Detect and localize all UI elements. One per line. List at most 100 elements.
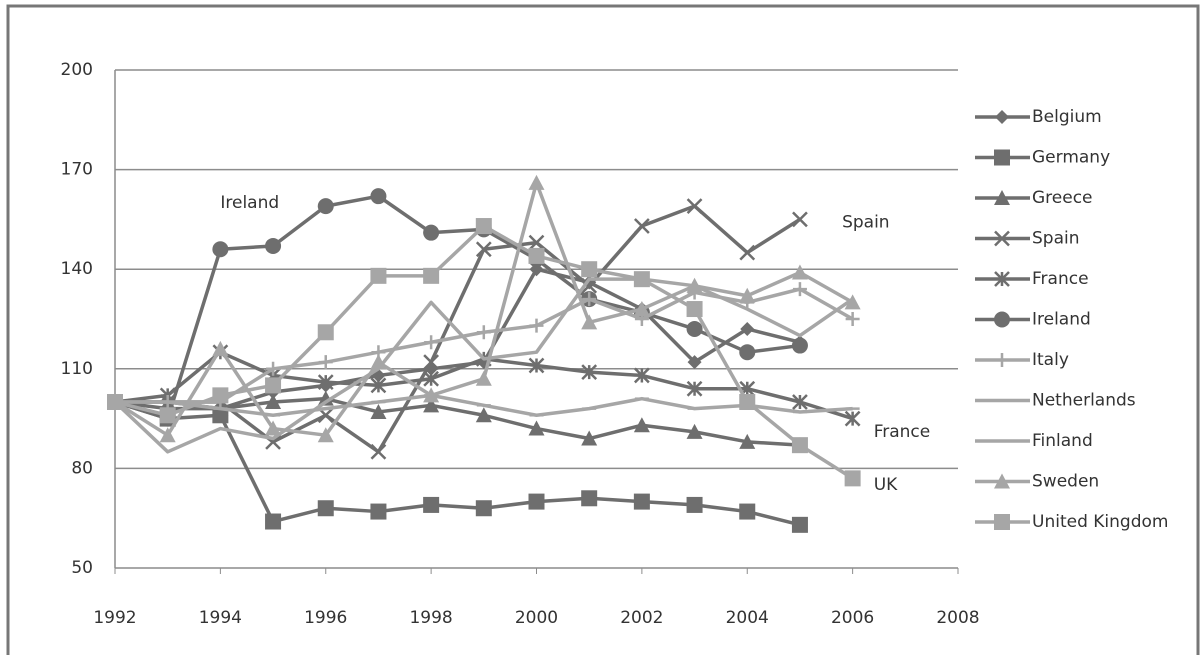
marker (686, 496, 703, 513)
marker (791, 437, 808, 454)
marker (423, 387, 440, 403)
marker (265, 394, 282, 409)
marker (994, 514, 1010, 530)
marker (370, 443, 387, 460)
marker (739, 344, 756, 361)
marker (582, 292, 597, 307)
legend-label: Spain (1032, 229, 1080, 249)
marker (994, 271, 1010, 287)
marker (370, 267, 387, 284)
marker (212, 387, 229, 404)
legend-label: Finland (1032, 431, 1093, 451)
marker (739, 394, 756, 410)
marker (107, 394, 123, 410)
legend-label: Greece (1032, 188, 1093, 208)
marker (844, 410, 861, 427)
marker (581, 314, 598, 330)
x-tick-label: 2002 (620, 608, 663, 628)
marker (317, 390, 334, 406)
y-tick-label: 110 (61, 359, 93, 379)
marker (995, 353, 1009, 367)
marker (528, 234, 545, 251)
y-tick-label: 80 (71, 458, 93, 478)
legend-label: France (1032, 269, 1089, 289)
marker (844, 294, 861, 310)
marker (845, 312, 860, 326)
x-tick-label: 1996 (304, 608, 347, 628)
legend-label: Ireland (1032, 310, 1091, 330)
y-tick-label: 200 (61, 60, 93, 80)
marker (687, 355, 702, 370)
marker (686, 320, 703, 337)
marker (686, 380, 703, 397)
marker (317, 427, 334, 443)
marker (792, 282, 807, 297)
marker (792, 211, 808, 228)
marker (529, 318, 544, 333)
marker (995, 110, 1009, 124)
marker (633, 367, 650, 384)
marker (581, 364, 598, 381)
x-tick-label: 2000 (515, 608, 558, 628)
marker (528, 420, 545, 436)
marker (370, 377, 387, 394)
marker (475, 407, 492, 423)
annotation: Spain (842, 213, 890, 233)
marker (159, 427, 176, 443)
marker (370, 354, 387, 370)
marker (581, 277, 598, 294)
marker (317, 374, 334, 390)
marker (476, 325, 491, 340)
marker (686, 301, 703, 318)
marker (739, 287, 756, 303)
marker (633, 493, 650, 510)
marker (423, 224, 440, 241)
x-tick-label: 1994 (199, 608, 242, 628)
series-line (114, 194, 801, 421)
legend-label: Italy (1032, 350, 1069, 370)
marker (423, 370, 440, 387)
marker (265, 513, 282, 530)
marker (265, 377, 282, 394)
marker (994, 311, 1010, 328)
x-tick-label: 1998 (409, 608, 452, 628)
marker (740, 321, 755, 336)
marker (791, 516, 808, 533)
x-tick-label: 2004 (726, 608, 769, 628)
marker (265, 237, 282, 254)
marker (212, 241, 229, 258)
marker (581, 430, 598, 446)
marker (475, 370, 492, 386)
marker (318, 355, 333, 370)
legend-label: Sweden (1032, 472, 1099, 492)
marker (528, 247, 545, 264)
marker (633, 271, 650, 288)
marker (266, 361, 281, 376)
marker (686, 277, 703, 293)
y-tick-label: 50 (71, 558, 93, 578)
annotation: France (874, 422, 931, 442)
marker (633, 417, 650, 433)
x-tick-label: 1992 (93, 608, 136, 628)
y-tick-label: 170 (61, 160, 93, 180)
y-tick-label: 140 (61, 259, 93, 279)
marker (528, 357, 545, 374)
marker (475, 218, 492, 235)
marker (994, 149, 1010, 166)
marker (475, 241, 492, 258)
marker (159, 407, 176, 424)
marker (791, 264, 808, 280)
marker (317, 324, 334, 341)
legend-label: Germany (1032, 148, 1110, 168)
marker (844, 470, 861, 487)
marker (265, 420, 282, 436)
marker (994, 230, 1010, 247)
legend-label: Netherlands (1032, 391, 1136, 411)
marker (370, 403, 387, 419)
legend-label: United Kingdom (1032, 512, 1168, 532)
x-tick-label: 2008 (936, 608, 979, 628)
marker (994, 473, 1010, 489)
series-line (113, 277, 854, 454)
marker (739, 503, 756, 520)
